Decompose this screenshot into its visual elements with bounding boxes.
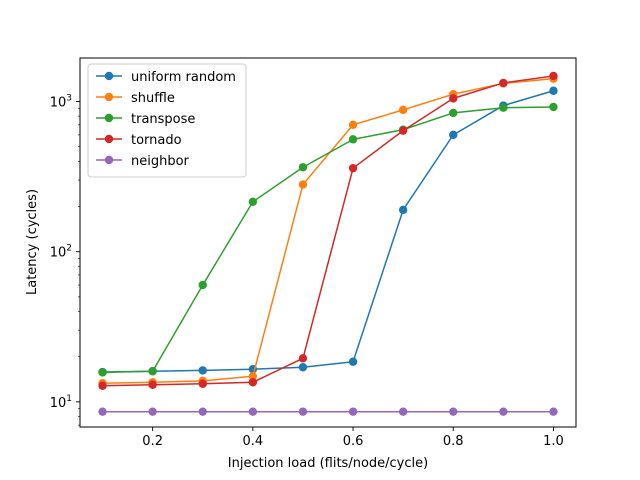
legend-item: neighbor (96, 154, 190, 169)
series-line (102, 77, 554, 384)
series-line (102, 75, 554, 387)
x-tick-label: 0.2 (142, 434, 163, 449)
data-point (248, 407, 258, 416)
data-point (298, 354, 308, 363)
x-tick-label: 0.6 (343, 434, 364, 449)
legend-label: tornado (131, 133, 182, 148)
x-tick-label: 1.0 (543, 434, 564, 449)
data-point (449, 407, 458, 416)
data-point (348, 135, 358, 144)
data-point (198, 407, 207, 416)
data-point (499, 78, 508, 88)
data-point (248, 372, 258, 381)
series-layer (98, 71, 558, 416)
data-point (549, 407, 558, 416)
legend-item: shuffle (96, 91, 175, 106)
x-axis-label: Injection load (flits/node/cycle) (228, 456, 428, 471)
y-axis-label: Latency (cycles) (25, 189, 40, 295)
data-point (298, 363, 308, 372)
data-point (549, 102, 558, 112)
data-point (98, 381, 107, 390)
series-line (102, 106, 554, 374)
legend-label: uniform random (131, 70, 236, 85)
data-point (148, 367, 157, 376)
data-point (549, 71, 558, 81)
y-tick-label: 101 (50, 394, 72, 411)
data-point (198, 280, 207, 290)
x-tick-label: 0.4 (243, 434, 264, 449)
series-4 (98, 407, 558, 416)
data-point (148, 407, 157, 416)
plot-frame (79, 57, 577, 428)
data-point (398, 105, 408, 115)
data-point (148, 380, 157, 389)
legend-marker (104, 113, 114, 123)
legend-label: shuffle (131, 91, 175, 106)
data-point (198, 366, 207, 375)
y-tick-label: 102 (50, 244, 72, 261)
data-point (499, 103, 508, 112)
data-point (298, 180, 308, 189)
data-point (398, 407, 408, 416)
data-point (298, 407, 308, 416)
data-point (549, 86, 558, 95)
data-point (499, 407, 508, 416)
data-point (449, 130, 458, 140)
legend-label: transpose (131, 112, 195, 127)
legend-marker (104, 92, 114, 102)
legend-marker (104, 134, 114, 144)
data-point (348, 407, 358, 416)
data-point (98, 407, 107, 416)
data-point (449, 108, 458, 118)
legend-marker (104, 71, 114, 81)
series-line (102, 90, 554, 373)
data-point (398, 205, 408, 215)
legend-item: tornado (96, 133, 182, 148)
legend-marker (104, 155, 114, 165)
data-point (248, 378, 258, 387)
data-point (248, 197, 258, 206)
data-point (348, 357, 358, 366)
data-point (449, 94, 458, 103)
data-point (348, 120, 358, 130)
legend: uniform random shuffle transpose tornado nei… (87, 63, 247, 178)
data-point (348, 163, 358, 173)
y-axis: 101 102 103 (50, 94, 80, 426)
y-tick-label: 103 (50, 94, 72, 111)
data-point (198, 379, 207, 388)
legend-label: neighbor (131, 154, 190, 169)
legend-item: transpose (96, 112, 195, 127)
data-point (298, 163, 308, 172)
x-axis: 0.2 0.4 0.6 0.8 1.0 (142, 427, 564, 449)
legend-item: uniform random (96, 70, 236, 85)
legend-box (87, 63, 247, 178)
x-tick-label: 0.8 (443, 434, 464, 449)
series-3 (98, 71, 558, 390)
data-point (398, 126, 408, 135)
data-point (98, 368, 107, 377)
